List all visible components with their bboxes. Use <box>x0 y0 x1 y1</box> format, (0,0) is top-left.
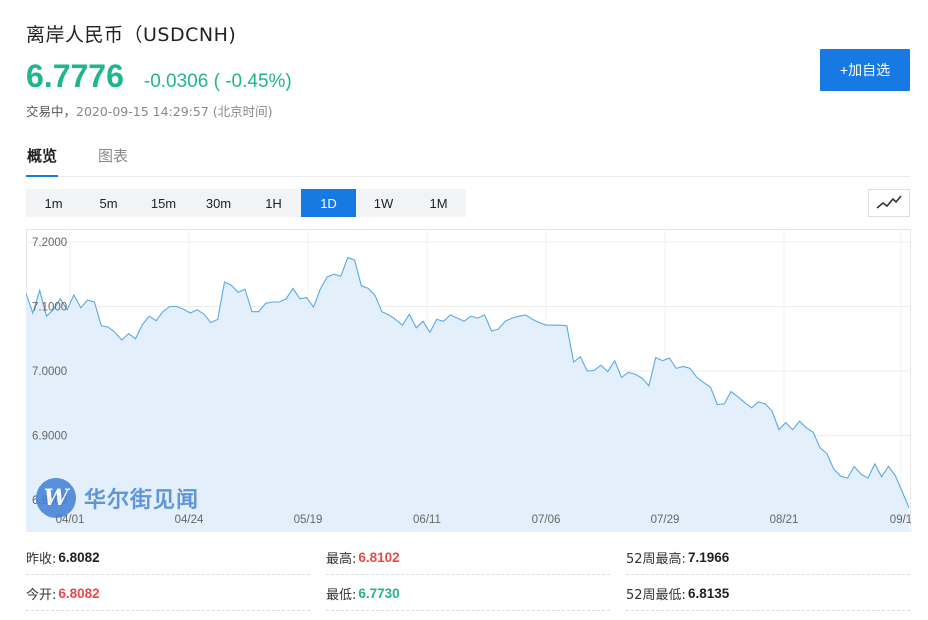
stat-high: 最高: 6.8102 <box>326 541 610 575</box>
period-1h[interactable]: 1H <box>265 195 282 211</box>
stat-value: 6.8082 <box>58 550 100 565</box>
y-tick-label: 7.0000 <box>32 366 67 378</box>
period-15m[interactable]: 15m <box>150 195 177 211</box>
series-line <box>26 256 910 508</box>
price-chart: 7.20007.10007.00006.90006.800004/0104/24… <box>26 229 911 532</box>
x-tick-label: 05/19 <box>294 514 323 526</box>
stat-value: 6.8135 <box>687 586 730 601</box>
watermark: W 华尔街见闻 <box>36 478 199 518</box>
period-selector: 1m 5m 15m 30m 1H 1D 1W 1M <box>26 189 466 217</box>
stat-52w-high: 52周最高: 7.1966 <box>626 541 910 575</box>
x-tick-label: 04/01 <box>56 514 85 526</box>
tab-overview[interactable]: 概览 <box>26 145 59 177</box>
chart-type-button[interactable] <box>868 189 910 217</box>
stat-prev-close: 昨收: 6.8082 <box>26 541 310 575</box>
price-change: -0.0306 ( -0.45%) <box>143 71 292 92</box>
price-row: 6.7776 -0.0306 ( -0.45%) <box>26 58 292 95</box>
x-tick-label: 04/24 <box>175 514 204 526</box>
period-1m[interactable]: 1m <box>44 195 63 211</box>
last-price: 6.7776 <box>26 58 124 94</box>
tab-chart[interactable]: 图表 <box>98 147 129 165</box>
trading-status: 交易中，2020-09-15 14:29:57 (北京时间) <box>26 101 273 120</box>
stat-value: 7.1966 <box>687 550 730 565</box>
stat-label: 昨收: <box>26 552 57 567</box>
period-1mo[interactable]: 1M <box>429 195 448 211</box>
x-tick-label: 09/1 <box>890 514 911 526</box>
trading-state: 交易中， <box>26 104 77 119</box>
x-tick-label: 07/29 <box>651 514 680 526</box>
period-1w[interactable]: 1W <box>373 195 394 211</box>
x-tick-label: 06/11 <box>413 514 441 526</box>
view-tabs: 概览 图表 <box>26 145 910 177</box>
period-30m[interactable]: 30m <box>205 195 232 211</box>
stat-label: 最高: <box>326 552 357 567</box>
series-area <box>26 257 909 532</box>
instrument-title: 离岸人民币（USDCNH) <box>26 24 237 46</box>
x-tick-label: 08/21 <box>770 514 799 526</box>
quote-timestamp: 2020-09-15 14:29:57 (北京时间) <box>76 104 273 119</box>
stat-label: 今开: <box>26 588 57 603</box>
y-tick-label: 6.9000 <box>32 431 67 443</box>
y-tick-label: 7.2000 <box>32 237 67 249</box>
period-1d[interactable]: 1D <box>301 189 356 217</box>
stat-52w-low: 52周最低: 6.8135 <box>626 577 910 611</box>
y-tick-label: 7.1000 <box>32 302 67 314</box>
stat-low: 最低: 6.7730 <box>326 577 610 611</box>
add-to-watchlist-button[interactable]: +加自选 <box>820 49 910 91</box>
stat-value: 6.8082 <box>58 586 100 601</box>
stat-open: 今开: 6.8082 <box>26 577 310 611</box>
stat-label: 52周最低: <box>626 588 686 603</box>
line-chart-icon <box>876 195 902 209</box>
stat-value: 6.8102 <box>358 550 400 565</box>
watermark-logo-icon: W <box>36 478 76 518</box>
stat-value: 6.7730 <box>358 586 400 601</box>
price-chart-svg: 7.20007.10007.00006.90006.800004/0104/24… <box>26 229 911 532</box>
watermark-text: 华尔街见闻 <box>84 487 200 513</box>
x-tick-label: 07/06 <box>532 514 561 526</box>
stat-label: 52周最高: <box>626 552 686 567</box>
period-5m[interactable]: 5m <box>99 195 118 211</box>
stat-label: 最低: <box>326 588 357 603</box>
